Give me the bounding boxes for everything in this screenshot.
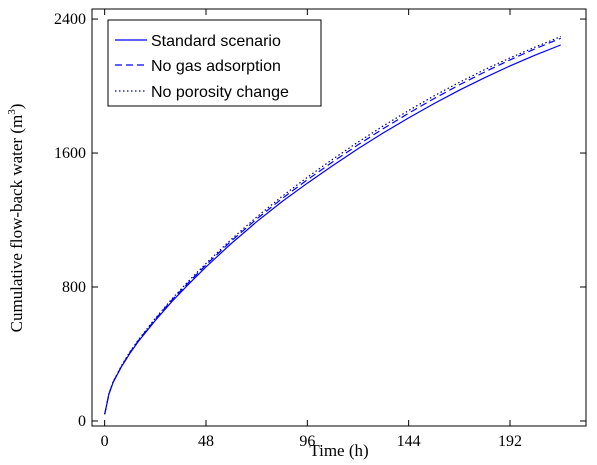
y-tick-label: 1600 xyxy=(54,145,86,162)
y-tick-label: 2400 xyxy=(54,11,86,28)
y-axis-ticks: 0 800 1600 2400 xyxy=(54,11,586,430)
series-line-0 xyxy=(104,44,561,415)
x-tick-label: 0 xyxy=(101,433,109,450)
x-tick-label: 144 xyxy=(397,433,421,450)
legend-label-no-porosity-change: No porosity change xyxy=(151,84,289,101)
x-tick-label: 192 xyxy=(498,433,522,450)
legend-label-standard: Standard scenario xyxy=(151,33,281,50)
x-tick-label: 96 xyxy=(299,433,315,450)
y-tick-label: 0 xyxy=(78,413,86,430)
legend-box xyxy=(107,19,322,107)
legend: Standard scenario No gas adsorption No p… xyxy=(107,19,322,107)
y-axis-label: Cumulative flow-back water (m3) xyxy=(6,104,26,333)
legend-label-no-gas-adsorption: No gas adsorption xyxy=(151,58,281,75)
x-tick-label: 48 xyxy=(198,433,214,450)
series-layer xyxy=(104,36,561,415)
y-tick-label: 800 xyxy=(62,279,86,296)
series-line-1 xyxy=(104,37,561,415)
x-axis-ticks: 0 48 96 144 192 xyxy=(101,9,522,450)
x-axis-label: Time (h) xyxy=(309,441,368,460)
